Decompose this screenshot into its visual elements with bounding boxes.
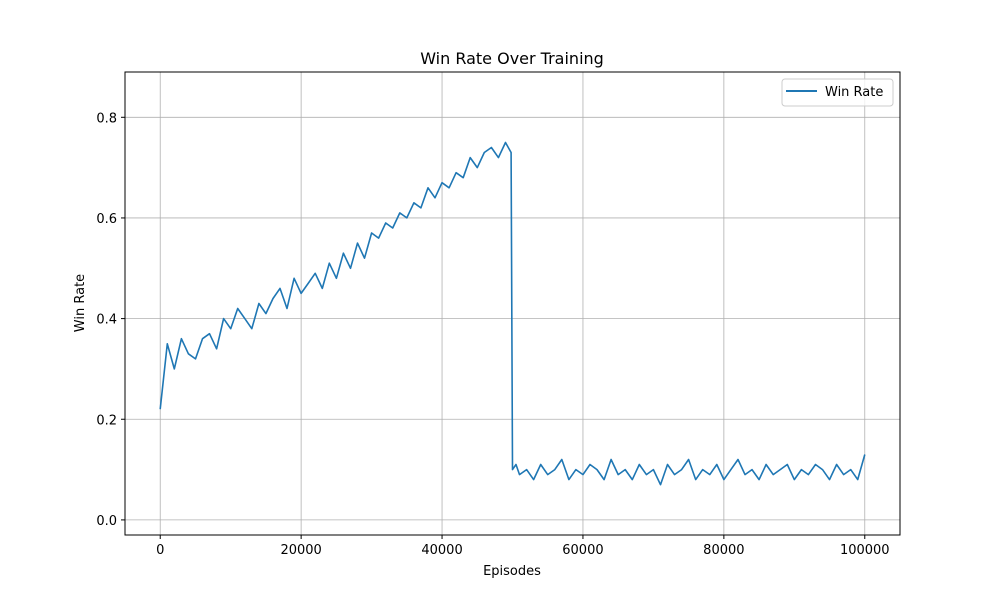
legend-label-win-rate: Win Rate (825, 85, 883, 100)
y-tick-label: 0.6 (96, 212, 117, 227)
x-axis-label: Episodes (483, 564, 541, 579)
x-tick-label: 80000 (703, 543, 744, 558)
y-tick-label: 0.0 (96, 514, 117, 529)
plot-frame (124, 71, 901, 536)
y-axis-label: Win Rate (73, 274, 88, 332)
y-tick-label: 0.4 (96, 313, 117, 328)
x-tick-label: 40000 (421, 543, 462, 558)
series-line-win-rate (159, 141, 866, 486)
x-tick-label: 20000 (280, 543, 321, 558)
y-tick-label: 0.2 (96, 413, 117, 428)
y-tick-label: 0.8 (96, 111, 117, 126)
series-layer (159, 141, 866, 486)
legend-box (781, 78, 894, 107)
x-tick-label: 100000 (840, 543, 890, 558)
y-axis-ticks: 0.0 0.2 0.4 0.6 0.8 (96, 111, 125, 529)
legend: Win Rate (781, 78, 894, 107)
x-tick-label: 0 (156, 543, 164, 558)
chart-title: Win Rate Over Training (420, 49, 604, 68)
x-axis-ticks: 0 20000 40000 60000 80000 100000 (156, 535, 890, 558)
x-tick-label: 60000 (562, 543, 603, 558)
